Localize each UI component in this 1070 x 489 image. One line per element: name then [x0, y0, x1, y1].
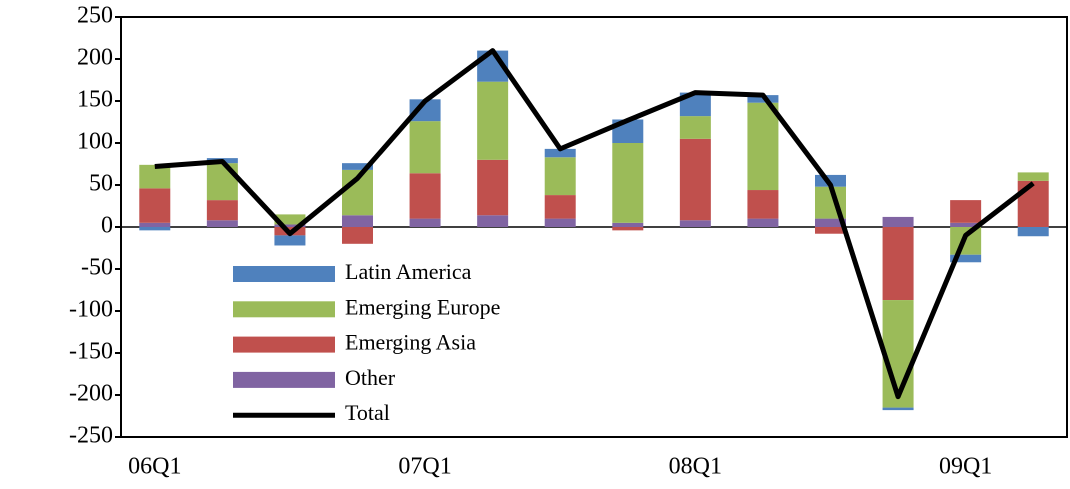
bar-segment — [409, 173, 441, 219]
bar-segment — [139, 222, 171, 227]
y-tick-label: 150 — [77, 87, 113, 113]
bar-segment — [274, 224, 306, 227]
bar-segment — [950, 254, 982, 263]
bar-segment — [477, 215, 509, 227]
bar-segment — [139, 188, 171, 223]
y-tick-label: 250 — [77, 3, 113, 29]
x-tick-label: 07Q1 — [398, 454, 451, 480]
bar-segment — [206, 220, 238, 227]
legend-label: Other — [345, 365, 396, 390]
y-tick-label: -200 — [69, 381, 113, 407]
bar-segment — [612, 222, 644, 227]
legend-label: Total — [345, 400, 390, 425]
bar-segment — [679, 220, 711, 227]
bar-segment — [342, 227, 373, 244]
bar-segment — [950, 222, 982, 227]
bar-segment — [477, 81, 509, 160]
legend-swatch — [233, 336, 335, 353]
bar-segment — [274, 214, 306, 225]
bar-segment — [612, 143, 644, 223]
bar-segment — [612, 227, 644, 231]
legend-label: Latin America — [345, 259, 472, 284]
bar-segment — [1017, 180, 1049, 227]
bar-segment — [342, 215, 373, 227]
bar-segment — [747, 190, 779, 219]
bar-segment — [815, 227, 846, 234]
x-tick-label: 06Q1 — [128, 454, 181, 480]
bar-segment — [544, 148, 576, 158]
bar-segment — [206, 163, 238, 201]
bar-segment — [882, 216, 914, 227]
y-tick-label: 200 — [77, 45, 113, 71]
y-tick-label: -150 — [69, 339, 113, 365]
bar-segment — [747, 218, 779, 227]
y-tick-label: -250 — [69, 423, 113, 449]
bar-segment — [679, 116, 711, 139]
bar-segment — [544, 195, 576, 219]
legend-label: Emerging Asia — [345, 330, 476, 355]
bar-segment — [544, 218, 576, 227]
y-tick-label: 50 — [89, 171, 113, 197]
x-tick-label: 08Q1 — [669, 454, 722, 480]
legend-swatch — [233, 301, 335, 318]
legend-label: Emerging Europe — [345, 294, 500, 319]
bar-segment — [477, 159, 509, 216]
bar-segment — [815, 218, 846, 227]
bar-segment — [815, 174, 846, 187]
bar-segment — [679, 138, 711, 221]
y-tick-label: -50 — [81, 255, 113, 281]
y-tick-label: -100 — [69, 297, 113, 323]
bar-segment — [1017, 172, 1049, 181]
bar-segment — [1017, 227, 1049, 237]
bar-segment — [409, 121, 441, 174]
bar-segment — [882, 407, 914, 411]
bar-segment — [882, 227, 914, 301]
bar-segment — [409, 99, 441, 122]
bar-segment — [206, 200, 238, 221]
bar-segment — [139, 227, 171, 231]
bar-segment — [139, 164, 171, 189]
bar-segment — [274, 235, 306, 246]
bar-segment — [342, 163, 373, 170]
bar-segment — [747, 102, 779, 191]
bar-segment — [409, 218, 441, 227]
bar-segment — [950, 200, 982, 223]
bar-segment — [544, 157, 576, 196]
legend-swatch — [233, 371, 335, 388]
total-line — [154, 48, 1035, 400]
y-tick-label: 100 — [77, 129, 113, 155]
x-tick-label: 09Q1 — [939, 454, 992, 480]
legend-swatch — [233, 266, 335, 282]
y-tick-label: 0 — [101, 213, 113, 239]
